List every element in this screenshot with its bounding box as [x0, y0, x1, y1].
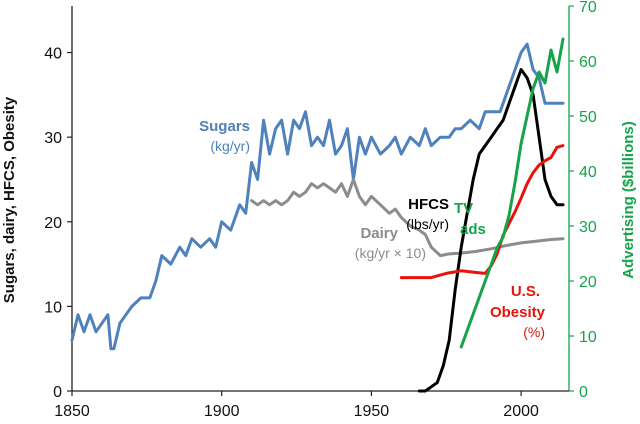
y2-tick-label: 60 [579, 54, 597, 71]
y-tick-label: 30 [44, 130, 62, 147]
obesity-label-line2: Obesity [490, 304, 546, 321]
tick-labels: 1850 1900 1950 2000 0 10 20 30 40 0 10 20 30 40 50 60 70 [44, 0, 597, 420]
tv-ads-line [459, 37, 565, 349]
y2-tick-label: 10 [579, 329, 597, 346]
y-tick-label: 10 [44, 299, 62, 316]
y2-tick-label: 20 [579, 274, 597, 291]
x-tick-label: 1850 [54, 403, 90, 420]
x-tick-label: 1950 [354, 403, 390, 420]
sugars-label: Sugars [199, 118, 250, 135]
dairy-unit: (kg/yr × 10) [355, 245, 426, 261]
tv-ads-label-line2: ads [460, 221, 486, 238]
y2-tick-label: 0 [579, 384, 588, 401]
y2-tick-label: 30 [579, 219, 597, 236]
x-tick-label: 2000 [503, 403, 539, 420]
y-tick-label: 0 [53, 384, 62, 401]
series-annotations: Sugars (kg/yr) HFCS (lbs/yr) TV ads Dair… [199, 118, 546, 340]
y2-tick-label: 40 [579, 164, 597, 181]
sugars-line [70, 42, 565, 351]
hfcs-label: HFCS [408, 196, 449, 213]
y2-tick-label: 70 [579, 0, 597, 16]
y-axis-title: Sugars, dairy, HFCS, Obesity [1, 96, 18, 303]
dairy-line [250, 178, 565, 258]
sugars-unit: (kg/yr) [210, 138, 250, 154]
y2-tick-label: 50 [579, 109, 597, 126]
y2-axis-title: Advertising ($billions) [620, 121, 637, 279]
hfcs-line [417, 68, 565, 393]
dairy-label: Dairy [360, 225, 398, 242]
x-tick-label: 1900 [204, 403, 240, 420]
series-lines [70, 37, 565, 393]
hfcs-unit: (lbs/yr) [406, 216, 449, 232]
obesity-label: U.S. [511, 283, 540, 300]
y-tick-label: 20 [44, 215, 62, 232]
tv-ads-label: TV [454, 200, 473, 217]
axes: Sugars, dairy, HFCS, Obesity Advertising… [1, 6, 637, 392]
obesity-unit: (%) [523, 324, 545, 340]
y-tick-label: 40 [44, 46, 62, 63]
